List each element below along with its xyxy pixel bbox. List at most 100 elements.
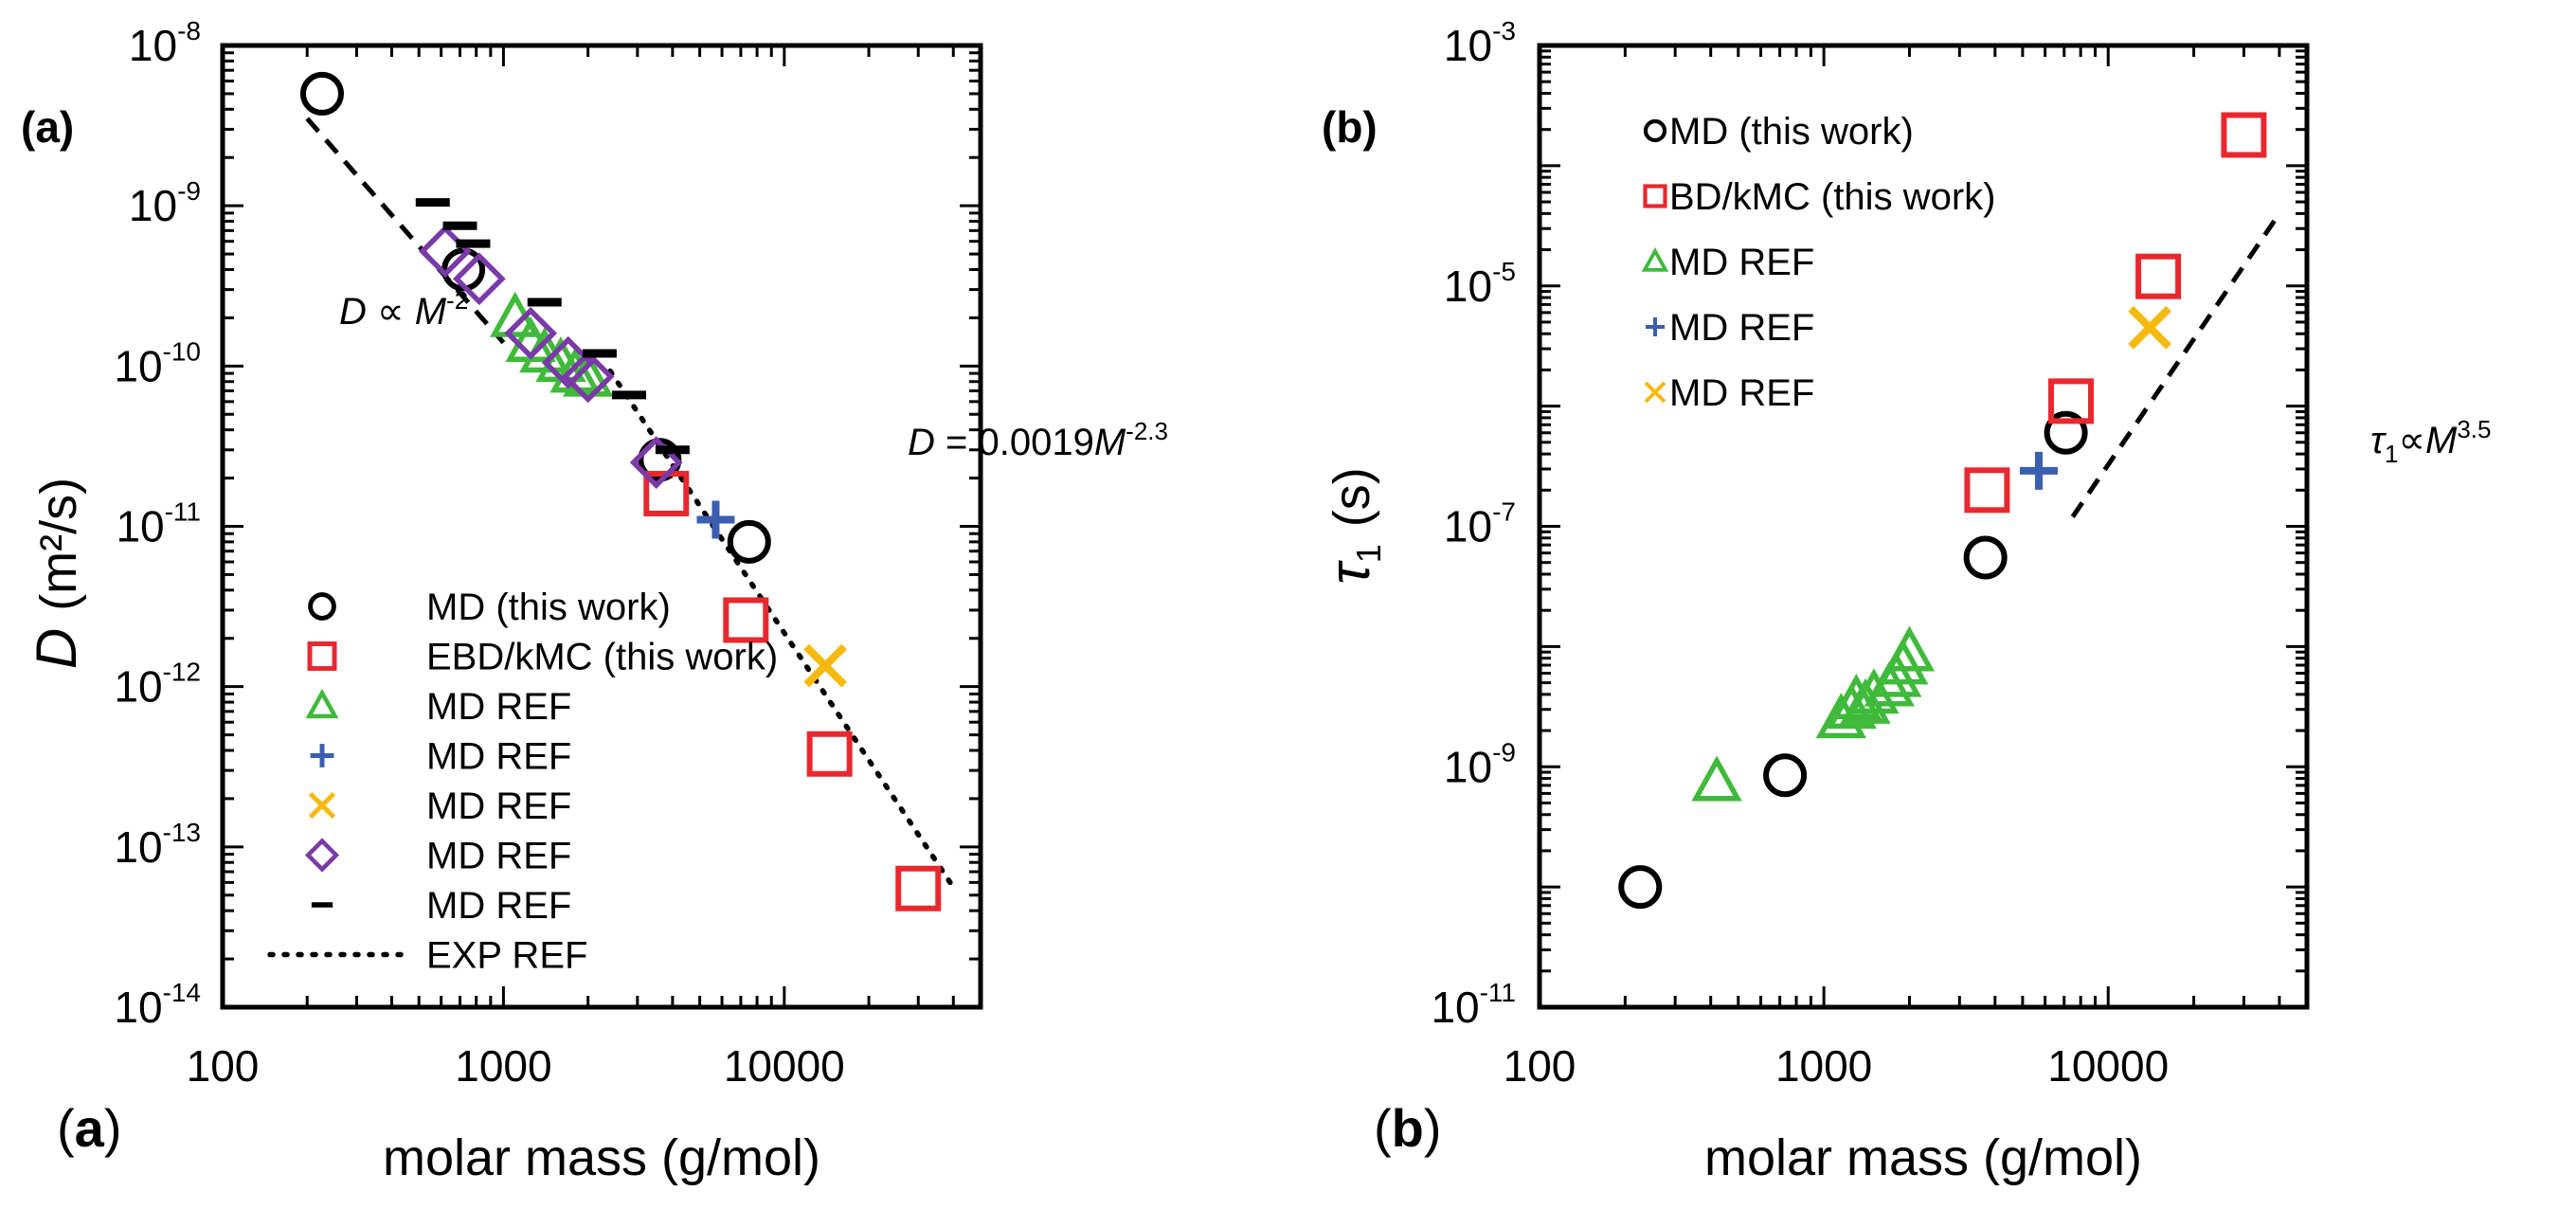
point-diamond-series5 [452, 252, 506, 306]
legend-label: MD REF [426, 686, 571, 728]
x-tick-label: 100 [187, 1041, 260, 1091]
point-circle-series0 [299, 71, 344, 116]
y-tick-label: 10-14 [114, 978, 201, 1032]
exp-ref-dotted-line [607, 368, 957, 891]
point-square-series1 [895, 865, 942, 911]
panel-b-bottom-letter: b [1392, 1098, 1424, 1158]
point-circle-series0 [1618, 865, 1663, 910]
panel-a-x-tick-labels: 100 1000 10000 [187, 1041, 845, 1091]
point-cross-series4 [2128, 305, 2171, 350]
point-diamond-series5 [561, 350, 615, 404]
panel-a-legend: MD (this work) EBD/kMC (this work) MD REF M… [267, 586, 778, 977]
legend-symbol-plus [1646, 317, 1665, 336]
panel-b-x-axis-title: molar mass (g/mol) [1704, 1129, 2142, 1186]
x-tick-label: 10000 [724, 1041, 845, 1091]
panel-a-ticks [221, 44, 982, 1009]
panel-b-y-axis-title: τ1 (s) [1318, 467, 1388, 584]
fit-line-dashed [2070, 211, 2281, 518]
point-circle-series0 [2044, 410, 2088, 455]
panel-a-frame [220, 43, 983, 1010]
legend-symbol-circle [1643, 118, 1667, 143]
legend-symbol-triangle [305, 688, 339, 719]
panel-a-label: (a) [21, 102, 74, 152]
point-square-series1 [1964, 467, 2010, 514]
point-circle-series0 [1963, 535, 2008, 580]
panel-b-label: (b) [1322, 102, 1378, 152]
y-tick-label: 10-9 [1444, 737, 1516, 791]
point-square-series1 [2221, 112, 2267, 158]
y-tick-label: 10-13 [114, 818, 201, 872]
panel-b-y-var: τ [1318, 560, 1381, 585]
panel-a-annotation-power-law: D ∝ M-2 [339, 286, 468, 333]
legend-label: BD/kMC (this work) [1669, 176, 1995, 218]
y-tick-label: 10-11 [1431, 978, 1516, 1032]
point-triangle-series2 [1691, 755, 1742, 802]
fit-line-dashed [305, 117, 506, 345]
panel-b-ticks [1538, 44, 2309, 1009]
panel-a-y-tick-labels: 10-8 10-9 10-10 10-11 10-12 10-13 10-14 [114, 16, 201, 1032]
x-tick-label: 10000 [2047, 1041, 2169, 1091]
panel-b-y-units: (s) [1324, 467, 1380, 527]
panel-b-x-tick-labels: 100 1000 10000 [1504, 1041, 2170, 1091]
point-diamond-series5 [629, 436, 683, 490]
panel-a-fit-lines [305, 117, 957, 891]
panel-a-y-var: D [25, 628, 88, 669]
legend-symbol-square [307, 641, 337, 671]
legend-label: MD REF [1669, 242, 1814, 283]
panel-b-fit-lines [2070, 211, 2281, 518]
panel-b-annotation-power-law: τ1∝M3.5 [2370, 415, 2492, 468]
y-tick-label: 10-10 [114, 336, 201, 390]
x-tick-label: 100 [1504, 1041, 1576, 1091]
panel-b-bottom-label: (b) [1374, 1098, 1442, 1158]
panel-a-x-axis-title: molar mass (g/mol) [383, 1129, 820, 1186]
legend-label: EBD/kMC (this work) [426, 637, 778, 678]
svg-text:τ1(s): τ1 (s) [1318, 467, 1388, 584]
point-square-series1 [723, 597, 769, 643]
legend-symbol-triangle [1641, 247, 1669, 272]
y-tick-label: 10-11 [116, 497, 201, 551]
point-circle-series0 [727, 519, 771, 564]
point-square-series1 [2135, 253, 2182, 299]
y-tick-label: 10-8 [129, 16, 201, 70]
y-tick-label: 10-12 [114, 658, 201, 712]
panel-b-y-tick-labels: 10-3 10-5 10-7 10-9 10-11 [1431, 16, 1516, 1032]
y-tick-label: 10-3 [1444, 16, 1516, 70]
panel-b-legend: MD (this work) BD/kMC (this work) MD REF MD… [1641, 111, 1995, 414]
panel-a-bottom-letter: a [75, 1098, 105, 1158]
legend-symbol-circle [308, 592, 336, 621]
panel-a-y-axis-title: D (m²/s) [25, 478, 88, 669]
legend-label: MD REF [426, 785, 571, 827]
x-tick-label: 1000 [455, 1041, 551, 1091]
legend-symbol-diamond [304, 838, 340, 873]
point-circle-series0 [1763, 753, 1808, 798]
x-tick-label: 1000 [1775, 1041, 1872, 1091]
legend-label: EXP REF [426, 935, 587, 977]
point-square-series1 [2047, 378, 2094, 424]
panel-a-bottom-label: (a) [57, 1098, 121, 1158]
svg-text:D(m²/s): D (m²/s) [25, 478, 88, 669]
panel-b: 10-3 10-5 10-7 10-9 10-11 100 1000 10000 MD (t… [1318, 16, 2492, 1186]
panel-a-annotation-exp-fit: D = 0.0019M-2.3 [908, 417, 1168, 463]
y-tick-label: 10-5 [1444, 257, 1516, 311]
legend-label: MD REF [1669, 372, 1814, 414]
point-triangle-series2 [1830, 674, 1882, 720]
legend-symbol-plus [310, 744, 334, 767]
point-diamond-series5 [504, 306, 558, 360]
y-tick-label: 10-7 [1444, 497, 1516, 551]
legend-label: MD REF [426, 736, 571, 778]
point-triangle-series2 [1883, 625, 1936, 672]
legend-symbol-cross [1644, 381, 1666, 404]
legend-label: MD REF [426, 836, 571, 877]
legend-label: MD (this work) [1669, 111, 1914, 153]
point-cross-series4 [803, 643, 847, 688]
panel-b-data-marks [1618, 112, 2267, 910]
point-square-series1 [806, 731, 853, 777]
point-plus-series3 [2019, 451, 2058, 490]
legend-symbol-cross [308, 791, 336, 820]
panel-b-y-sub: 1 [1349, 544, 1388, 563]
y-tick-label: 10-9 [129, 176, 201, 230]
legend-label: MD (this work) [426, 586, 671, 628]
panel-a-y-units: (m²/s) [30, 478, 87, 611]
